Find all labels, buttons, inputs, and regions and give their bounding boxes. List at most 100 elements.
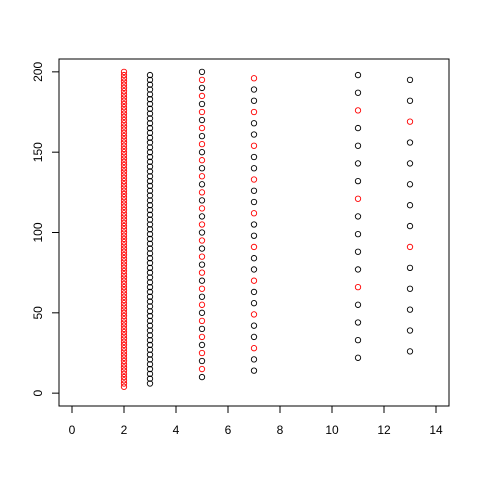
data-point: [146, 230, 154, 238]
data-point-highlight: [198, 140, 206, 148]
data-point: [354, 319, 362, 326]
data-point-highlight: [120, 171, 128, 178]
data-point: [250, 131, 258, 138]
data-point: [146, 105, 154, 112]
data-point-highlight: [120, 290, 128, 297]
data-point-highlight: [120, 335, 128, 342]
data-point: [198, 293, 206, 300]
data-point-highlight: [120, 341, 128, 349]
data-point-highlight: [198, 221, 206, 228]
data-point-highlight: [120, 357, 128, 365]
data-point: [198, 213, 206, 220]
data-point-highlight: [120, 255, 128, 262]
data-point-highlight: [198, 269, 206, 276]
data-point: [146, 86, 154, 93]
data-point-highlight: [250, 108, 258, 116]
data-point-highlight: [120, 338, 128, 345]
data-point: [250, 232, 258, 239]
data-point: [146, 312, 154, 320]
data-point: [198, 68, 206, 76]
data-point: [198, 84, 206, 92]
data-point: [198, 149, 206, 156]
data-point-highlight: [120, 232, 128, 239]
y-tick-label: 100: [31, 222, 45, 242]
data-point-highlight: [120, 229, 128, 236]
data-point: [146, 81, 154, 88]
data-point-highlight: [120, 126, 128, 133]
data-point: [146, 110, 154, 117]
data-point-highlight: [120, 238, 128, 246]
data-point-highlight: [198, 285, 206, 292]
data-point-highlight: [120, 94, 128, 101]
data-point-highlight: [120, 293, 128, 300]
data-point-highlight: [120, 306, 128, 313]
data-point-highlight: [120, 245, 128, 252]
data-point: [354, 124, 362, 132]
data-point-highlight: [120, 242, 128, 249]
data-point: [146, 298, 154, 305]
data-point-highlight: [120, 345, 128, 352]
data-point: [198, 165, 206, 172]
data-point-highlight: [250, 75, 258, 82]
data-point-highlight: [120, 136, 128, 143]
data-point: [146, 124, 154, 132]
data-point: [354, 301, 362, 308]
data-point-highlight: [120, 177, 128, 185]
data-point-highlight: [120, 155, 128, 162]
data-point: [406, 327, 414, 334]
data-point-highlight: [250, 176, 258, 183]
data-point: [198, 100, 206, 108]
data-point: [406, 306, 414, 313]
data-point: [198, 181, 206, 188]
data-point-highlight: [120, 145, 128, 153]
data-point-highlight: [120, 383, 128, 390]
data-point-highlight: [120, 203, 128, 210]
data-point-highlight: [120, 370, 128, 378]
data-point-highlight: [198, 205, 206, 212]
data-point: [146, 375, 154, 382]
data-point-highlight: [120, 300, 128, 307]
data-point: [146, 279, 154, 286]
data-point-highlight: [120, 226, 128, 233]
data-point: [146, 303, 154, 310]
data-point: [146, 346, 154, 353]
data-point: [146, 274, 154, 281]
data-point: [354, 89, 362, 96]
data-point: [146, 76, 154, 84]
data-point-highlight: [120, 235, 128, 243]
data-point: [146, 327, 154, 334]
x-tick-label: 0: [69, 423, 76, 437]
data-point-highlight: [120, 277, 128, 284]
data-point-highlight: [120, 68, 128, 76]
data-point: [354, 142, 362, 149]
data-point-highlight: [250, 142, 258, 149]
data-point: [250, 120, 258, 127]
data-point-highlight: [120, 354, 128, 361]
data-point: [146, 365, 154, 373]
data-point: [406, 139, 414, 146]
data-point-highlight: [120, 361, 128, 368]
data-point-highlight: [198, 365, 206, 373]
data-point-highlight: [250, 311, 258, 318]
x-axis: 0 2 4 6 8 10 12 14: [69, 405, 443, 437]
data-point-highlight: [250, 243, 258, 251]
data-point: [406, 222, 414, 230]
y-tick-label: 0: [31, 389, 45, 396]
data-point-highlight: [198, 333, 206, 341]
data-point-highlight: [120, 181, 128, 188]
data-point: [146, 129, 154, 137]
data-point: [146, 153, 154, 161]
x-tick-label: 2: [121, 423, 128, 437]
data-point: [146, 351, 154, 358]
data-point: [146, 100, 154, 108]
data-point: [146, 206, 154, 214]
data-point: [146, 245, 154, 252]
data-point: [354, 354, 362, 361]
data-point-highlight: [120, 312, 128, 320]
data-point-highlight: [120, 309, 128, 316]
data-point-highlight: [120, 219, 128, 227]
data-point-highlight: [120, 78, 128, 85]
data-point-highlight: [120, 100, 128, 108]
data-point: [146, 187, 154, 194]
data-point: [198, 197, 206, 204]
